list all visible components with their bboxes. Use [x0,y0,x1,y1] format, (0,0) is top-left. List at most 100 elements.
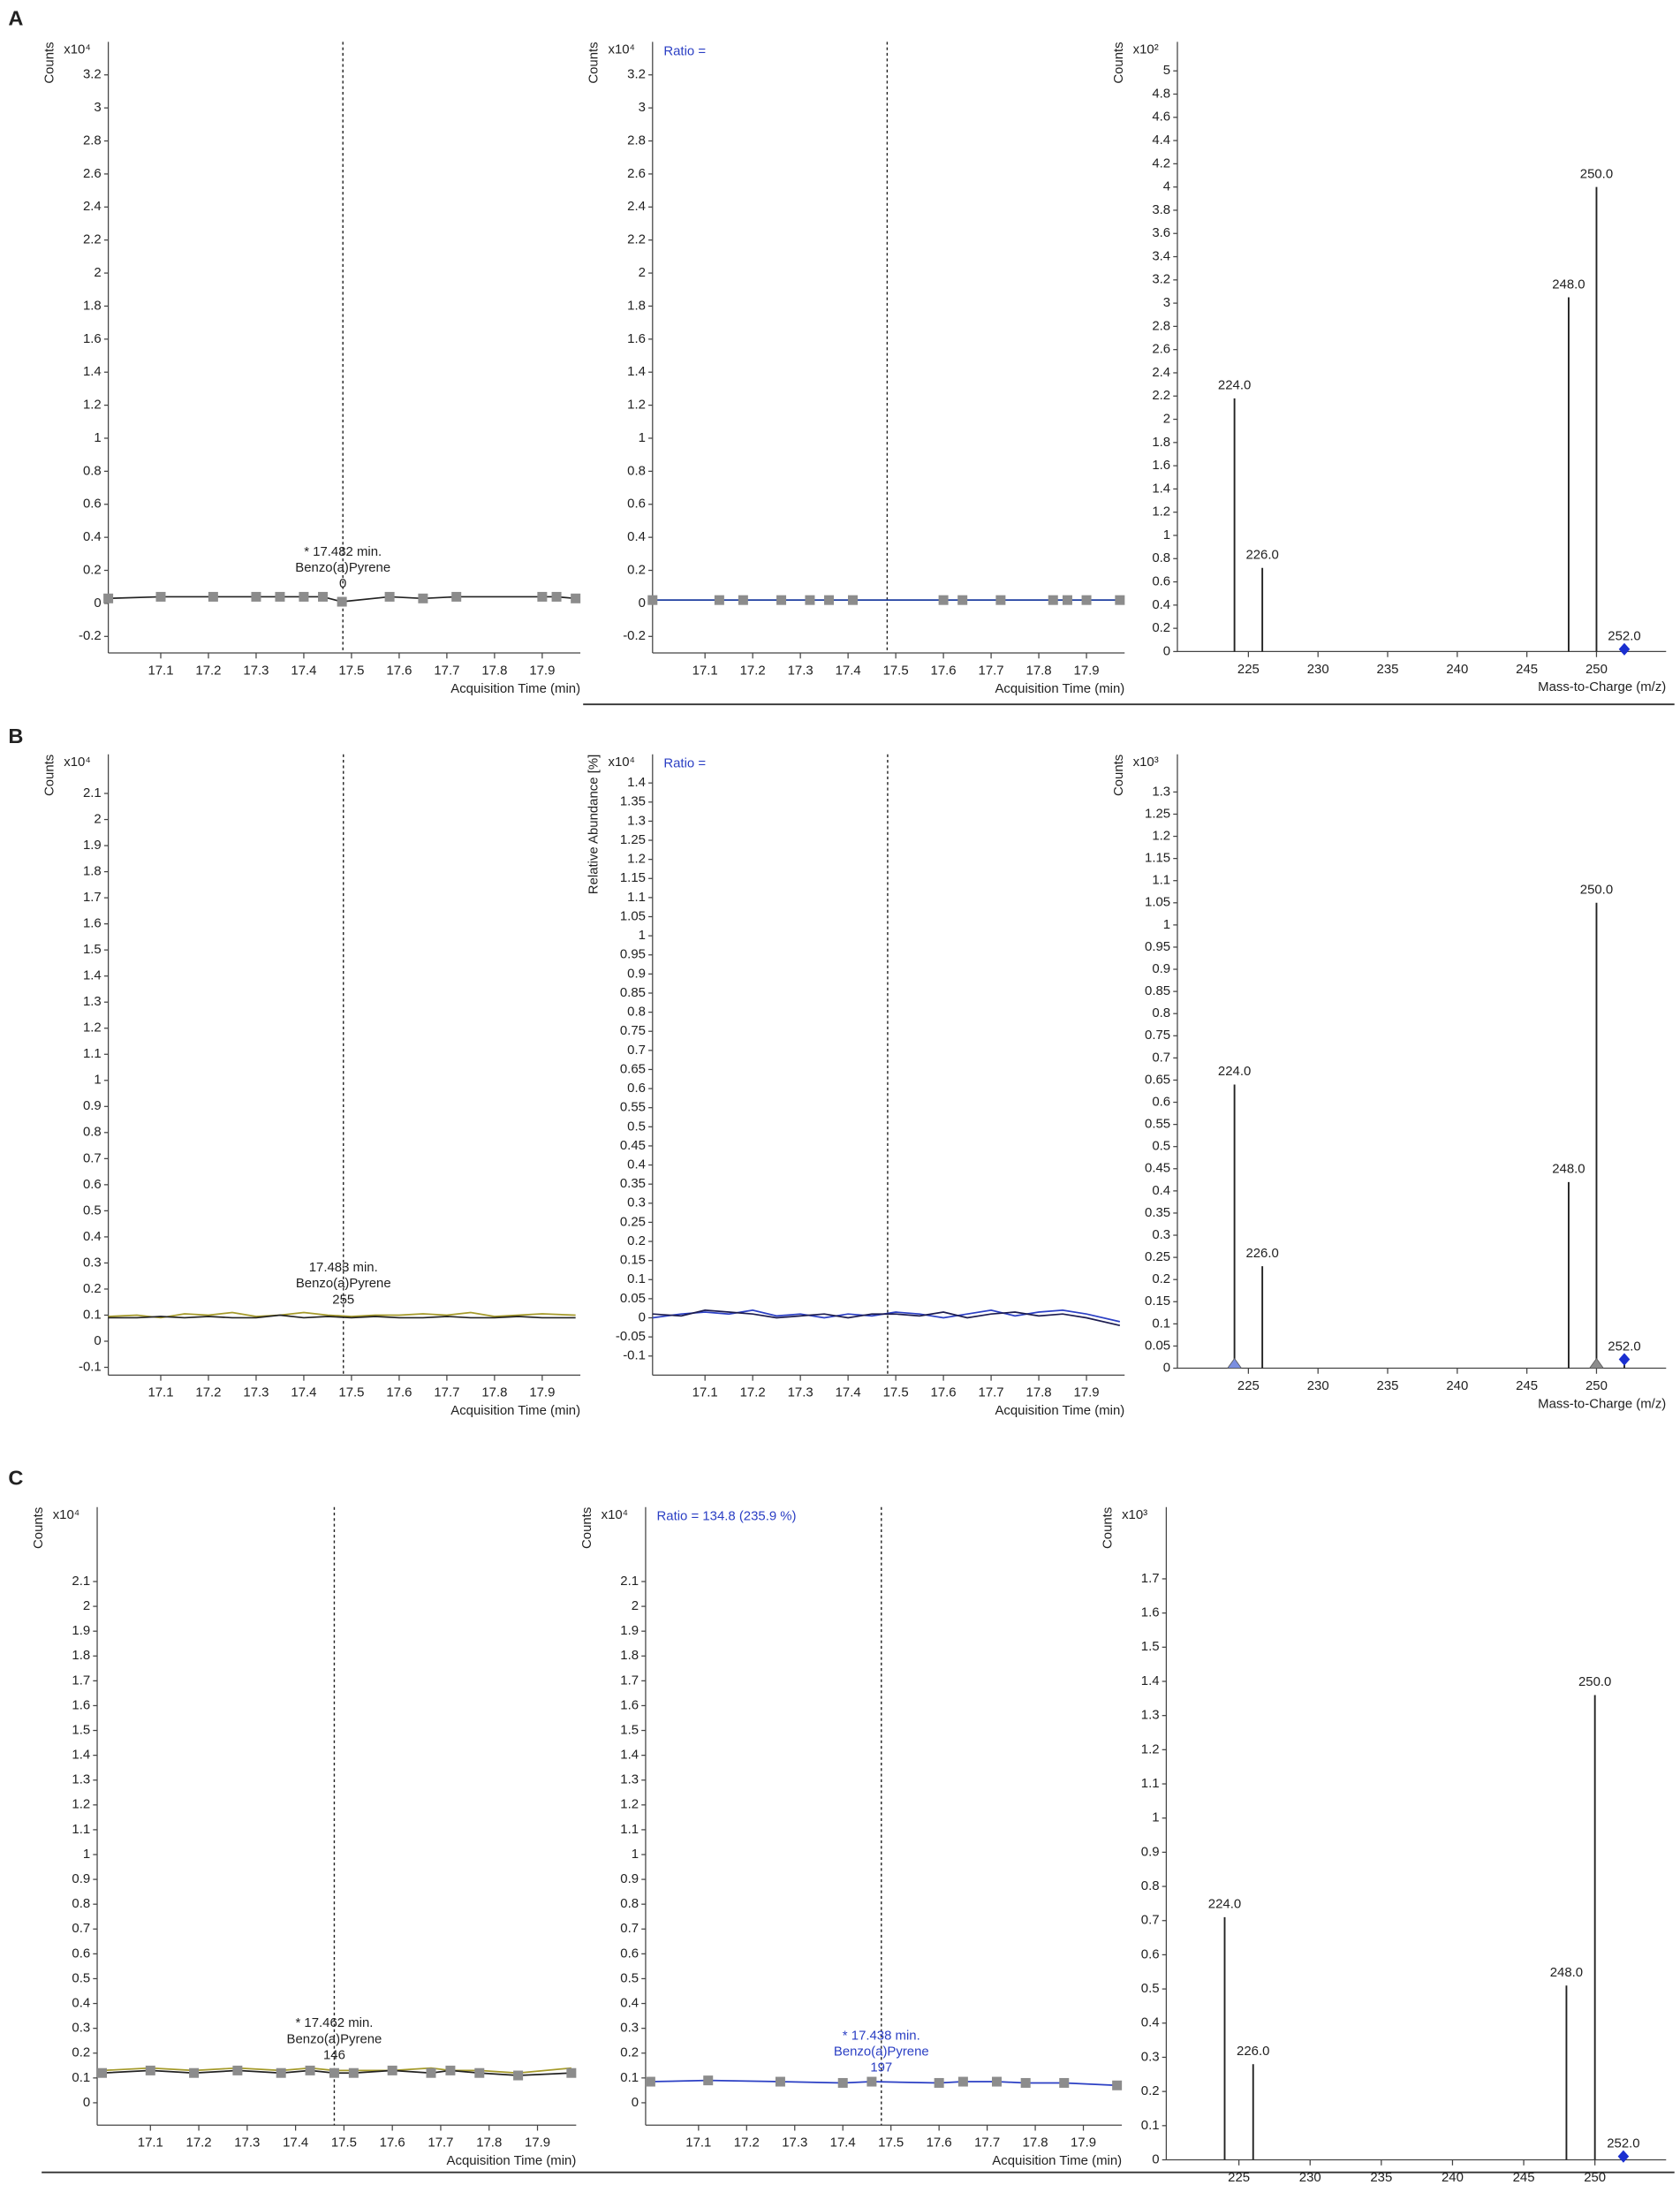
y-tick-label: 0.2 [1141,2083,1160,2098]
y-tick-label: 1.8 [627,298,646,313]
x-tick-label: 17.6 [931,663,957,678]
y-tick-label: 1.6 [1141,1605,1160,1620]
y-tick-label: 0.5 [1141,1981,1160,1996]
point-marker [647,595,658,605]
y-tick-label: 0.6 [620,1946,639,1961]
y-tick-label: 0.8 [1152,550,1170,565]
y-multiplier: x10⁴ [64,755,90,770]
y-tick-label: 4 [1163,179,1170,194]
x-tick-label: 17.4 [291,1385,316,1400]
x-tick-label: 245 [1513,2170,1535,2185]
y-tick-label: 0.2 [620,2045,639,2060]
x-tick-label: 17.5 [878,2136,904,2151]
y-tick-label: 1.5 [83,942,102,957]
y-tick-label: 2.1 [620,1574,639,1589]
y-tick-label: 0.9 [1152,961,1170,976]
x-tick-label: 250 [1585,1378,1608,1393]
x-tick-label: 17.1 [692,1385,718,1400]
x-tick-label: 235 [1377,662,1399,677]
y-tick-label: 0.55 [620,1100,646,1115]
ratio-text: Ratio = [663,43,706,58]
y-axis-label: Counts [1111,42,1126,83]
x-axis-label: Mass-to-Charge (m/z) [1538,679,1666,694]
y-tick-label: 0.7 [83,1150,102,1165]
x-axis-label: Acquisition Time (min) [995,681,1124,696]
y-tick-label: 0.15 [1145,1294,1170,1309]
y-tick-label: 0.4 [1152,597,1170,612]
y-tick-label: 0.7 [627,1043,646,1058]
y-tick-label: 3.2 [627,67,646,82]
peak-annotation: Benzo(a)Pyrene [287,2031,382,2046]
y-tick-label: 1.15 [620,870,646,885]
point-marker [348,2067,359,2078]
y-tick-label: 1.6 [620,1697,639,1712]
y-tick-label: 0.1 [83,1307,102,1322]
y-tick-label: 0.4 [627,529,646,544]
point-marker [103,593,114,603]
x-tick-label: 17.2 [195,663,221,678]
y-tick-label: 0.8 [627,463,646,478]
y-tick-label: 1.1 [72,1822,90,1837]
series-line [108,1314,576,1319]
point-marker [537,591,548,602]
peak-label: 252.0 [1607,2136,1639,2151]
x-tick-label: 17.4 [836,663,861,678]
y-tick-label: 2.6 [83,166,102,181]
y-tick-label: 1.3 [83,994,102,1009]
peak-label: 250.0 [1580,166,1613,181]
y-tick-label: 0.9 [627,966,646,981]
y-tick-label: 0.3 [1152,1227,1170,1242]
peak-label: 250.0 [1578,1674,1611,1689]
y-tick-label: 1.3 [1152,784,1170,799]
y-tick-label: 0.05 [620,1291,646,1306]
y-tick-label: 0 [1152,2151,1159,2166]
x-tick-label: 17.9 [529,663,555,678]
y-axis-label: Counts [1111,755,1126,796]
y-axis-label: Counts [1100,1507,1115,1549]
peak-label: 224.0 [1218,378,1251,393]
point-marker [1059,2077,1070,2088]
point-marker [189,2067,200,2078]
y-tick-label: -0.05 [616,1329,646,1344]
y-tick-label: 0.75 [1145,1028,1170,1043]
peak-annotation: 0 [339,576,346,591]
y-tick-label: 1.3 [72,1772,90,1787]
x-axis-label: Acquisition Time (min) [450,1403,580,1418]
x-tick-label: 230 [1307,1378,1329,1393]
y-tick-label: 0.2 [627,1233,646,1248]
x-tick-label: 235 [1377,1378,1399,1393]
y-tick-label: 0 [639,1309,646,1324]
y-tick-label: 0.4 [627,1157,646,1172]
y-tick-label: 1 [1163,527,1170,542]
point-marker [775,2076,785,2087]
x-tick-label: 17.1 [692,663,718,678]
point-marker [714,595,724,605]
y-tick-label: 0.25 [620,1214,646,1229]
y-tick-label: 2.2 [83,232,102,247]
peak-label: 250.0 [1580,883,1613,898]
y-tick-label: 1.5 [72,1722,90,1737]
point-marker [145,2065,155,2075]
x-tick-label: 17.3 [234,2136,260,2151]
x-tick-label: 17.9 [1074,663,1100,678]
point-marker [1115,595,1125,605]
y-tick-label: 2.4 [83,199,102,214]
point-marker [991,2076,1002,2087]
y-tick-label: 2 [639,265,646,280]
y-multiplier: x10⁴ [608,42,634,57]
x-tick-label: 17.5 [883,1385,909,1400]
y-tick-label: 2.6 [627,166,646,181]
y-tick-label: 1.7 [620,1673,639,1688]
y-tick-label: 1.2 [72,1797,90,1812]
point-marker [474,2067,485,2078]
y-tick-label: 0.7 [1152,1050,1170,1065]
peak-label: 226.0 [1245,1246,1278,1261]
y-tick-label: 1 [94,1073,101,1088]
point-marker [337,596,347,607]
y-tick-label: 0.2 [83,1281,102,1296]
y-tick-label: 2.8 [83,133,102,148]
y-tick-label: 0.05 [1145,1338,1170,1353]
y-tick-label: 0.8 [620,1896,639,1911]
y-tick-label: 0.7 [72,1921,90,1936]
y-tick-label: 3 [94,100,101,115]
